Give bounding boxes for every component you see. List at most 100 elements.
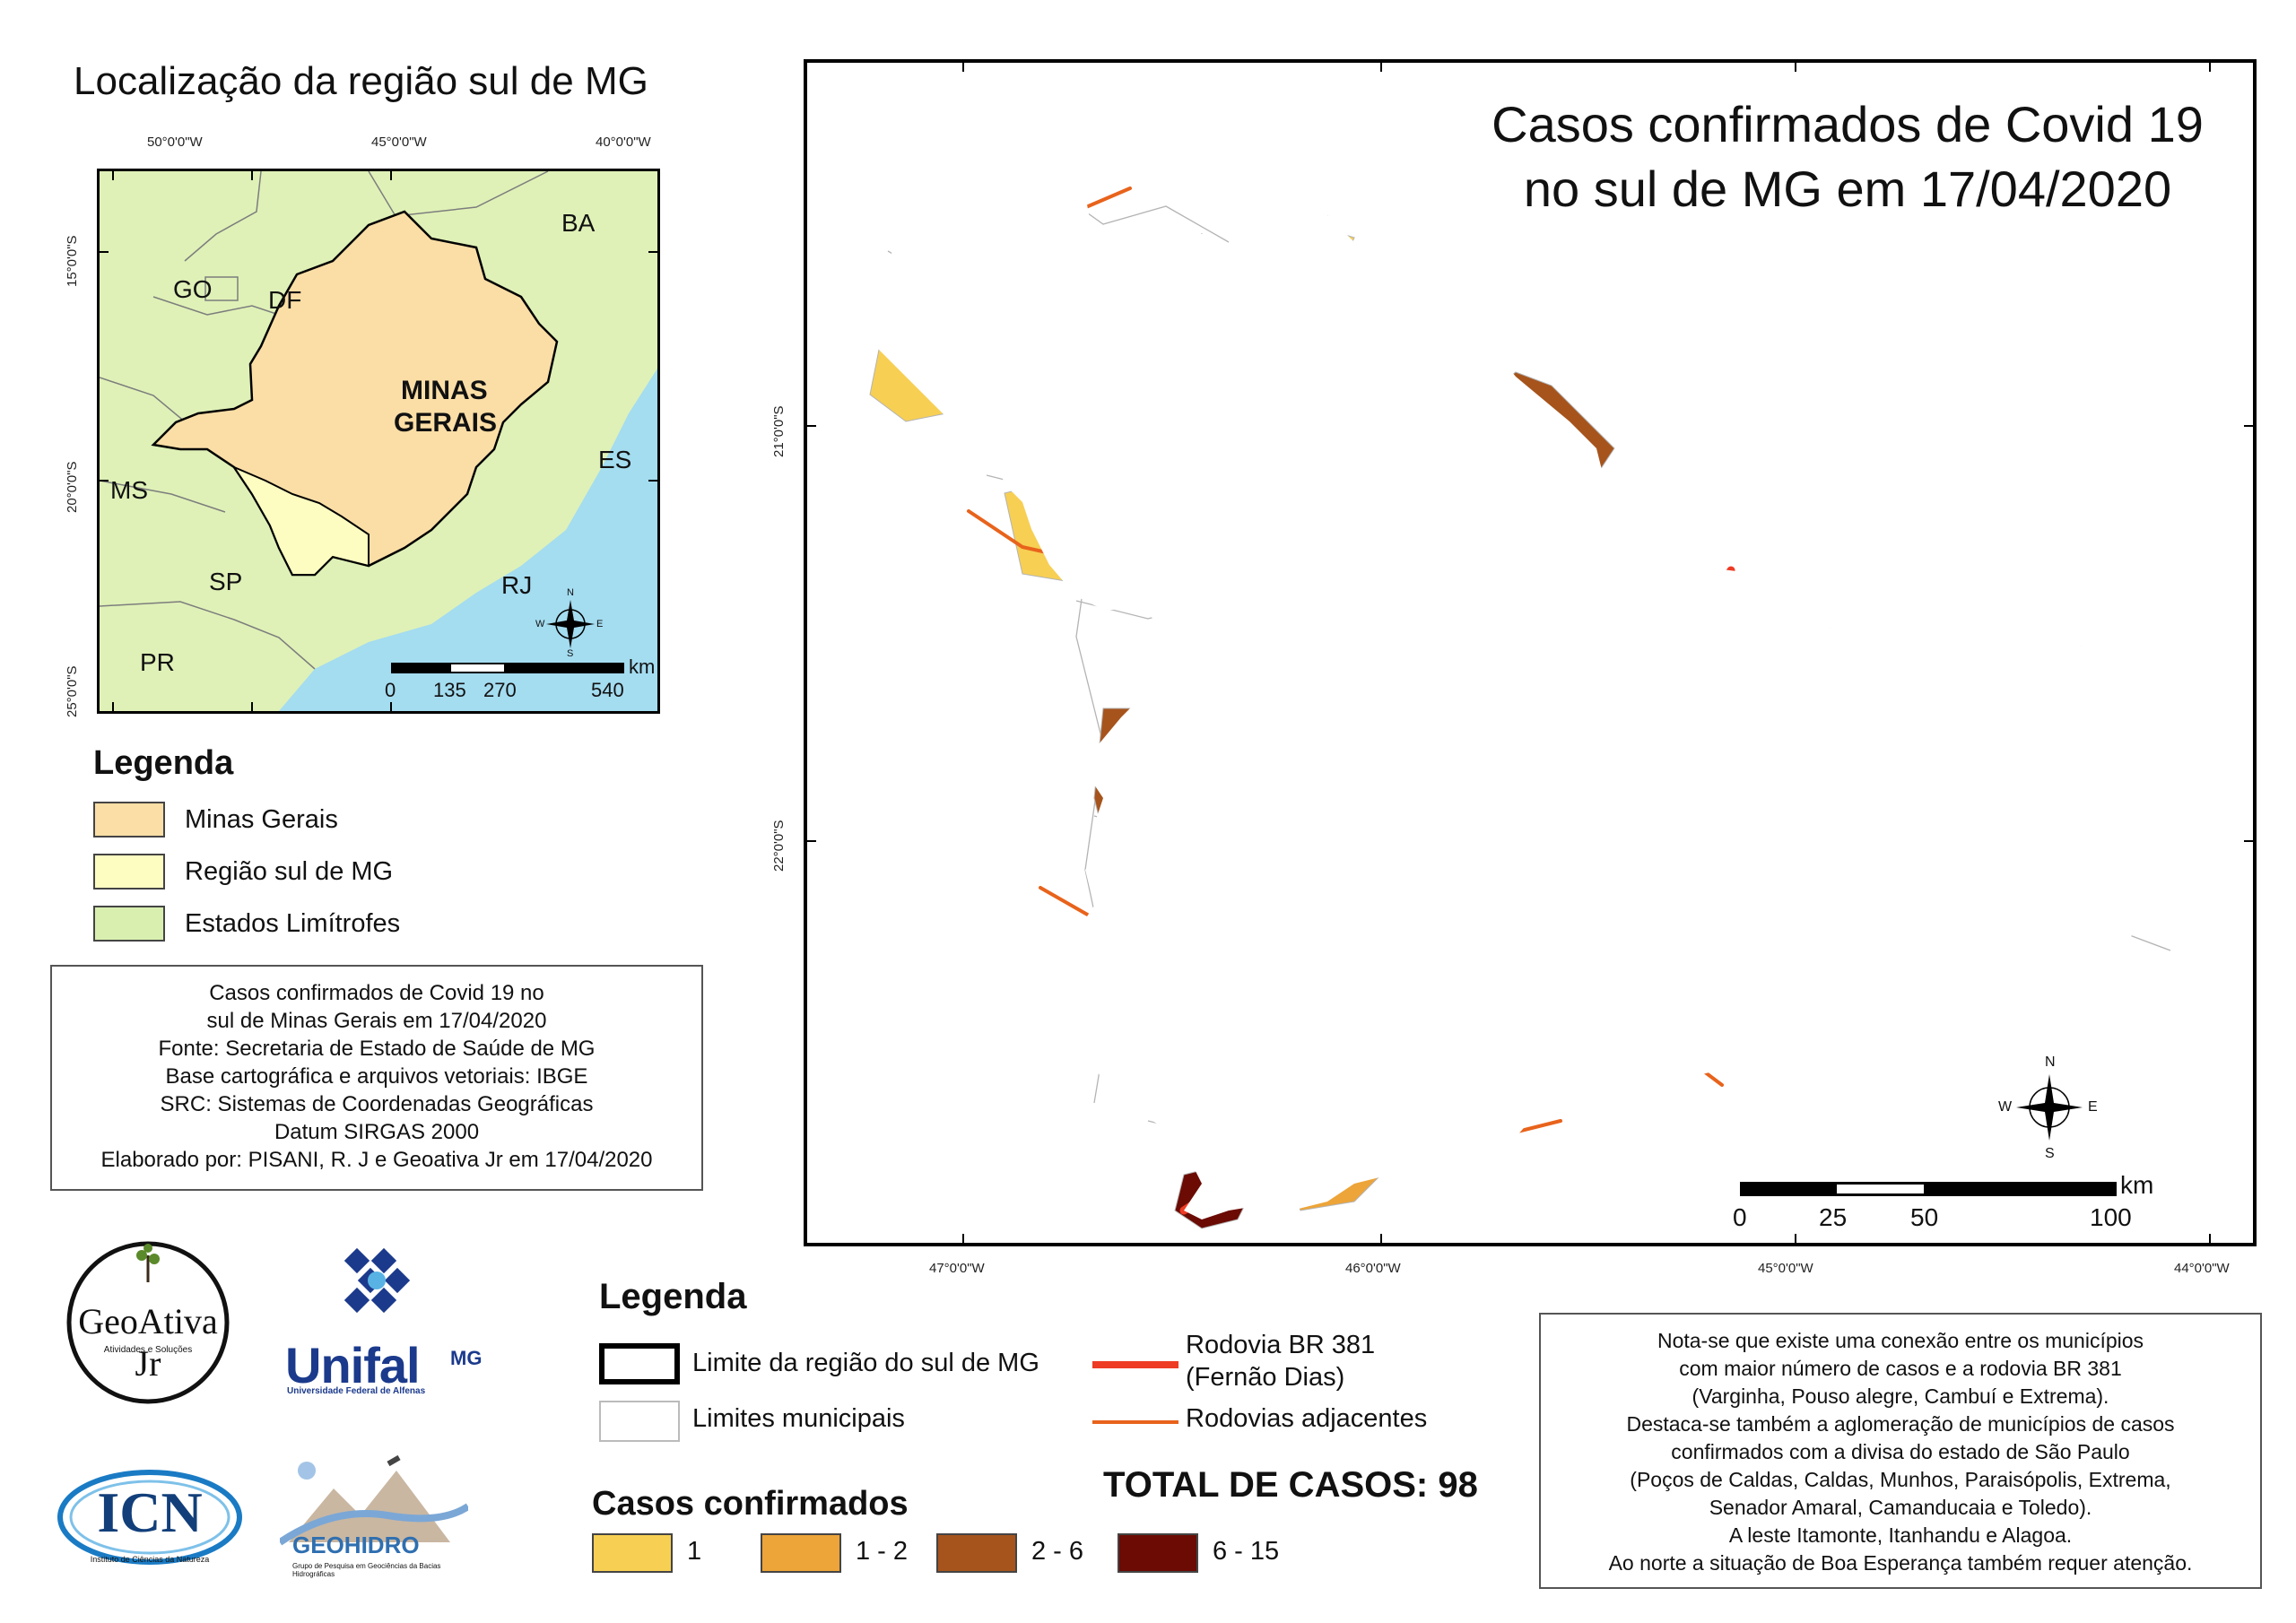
state-label-rj: RJ [501, 571, 533, 599]
inset-title: Localização da região sul de MG [74, 59, 648, 103]
inset-scale-unit: km [629, 655, 656, 678]
unifal-logo: Unifal MG Universidade Federal de Alfena… [285, 1246, 483, 1399]
legend-label-neighbor-states: Estados Limítrofes [185, 909, 401, 938]
legend-swatch-south-mg [93, 854, 165, 890]
icn-sub: Instituto de Ciências da Natureza [90, 1555, 210, 1564]
main-compass-n: N [2045, 1055, 2056, 1070]
inset-scale-label: 540 [591, 679, 624, 701]
geohidro-logo: GEOHIDRO Grupo de Pesquisa em Geociência… [277, 1453, 471, 1587]
geohidro-sub: Grupo de Pesquisa em Geociências da Baci… [292, 1562, 441, 1578]
unifal-name: Unifal [285, 1337, 421, 1393]
main-map-title: no sul de MG em 17/04/2020 [1523, 161, 2172, 217]
note-line: confirmados com a divisa do estado de Sã… [1671, 1440, 2130, 1463]
main-tick-bottom: 45°0'0"W [1758, 1261, 1813, 1276]
state-label-go: GO [173, 275, 213, 303]
main-compass-s: S [2045, 1146, 2055, 1161]
main-compass-w: W [1998, 1099, 2013, 1115]
note-line: Nota-se que existe uma conexão entre os … [1657, 1329, 2144, 1352]
geoativa-name: GeoAtiva Jr [78, 1301, 218, 1384]
inset-compass-s: S [567, 648, 574, 659]
note-line: A leste Itamonte, Itanhandu e Alagoa. [1728, 1523, 2073, 1547]
main-tick-bottom: 44°0'0"W [2174, 1261, 2230, 1276]
inset-scale-label: 135 [433, 679, 466, 701]
note-line: (Poços de Caldas, Caldas, Munhos, Parais… [1630, 1468, 2171, 1491]
state-label-ms: MS [110, 476, 148, 504]
legend-label-class-2: 1 - 2 [856, 1537, 909, 1566]
legend-line-br381 [1092, 1361, 1178, 1368]
unifal-mg: MG [450, 1347, 483, 1369]
inset-tick-top: 50°0'0"W [147, 135, 203, 150]
main-scale-bar [1740, 1182, 2117, 1196]
main-tick-left: 22°0'0"S [771, 820, 787, 872]
legend-label-br381: (Fernão Dias) [1186, 1363, 1345, 1392]
main-scale-unit: km [2120, 1171, 2154, 1199]
note-line: Senador Amaral, Camanducaia e Toledo). [1709, 1496, 2092, 1519]
total-cases: TOTAL DE CASOS: 98 [1103, 1465, 1478, 1505]
unifal-sub: Universidade Federal de Alfenas [287, 1386, 426, 1396]
inset-map [100, 171, 657, 711]
inset-tick-left: 15°0'0"S [65, 235, 80, 287]
note-box: Nota-se que existe uma conexão entre os … [1539, 1313, 2262, 1589]
inset-scale-label: 270 [483, 679, 517, 701]
icn-logo: ICN Instituto de Ciências da Natureza [56, 1465, 244, 1573]
icn-name: ICN [97, 1480, 203, 1544]
legend-label-region-limit: Limite da região do sul de MG [692, 1349, 1039, 1377]
cases-legend-title: Casos confirmados [592, 1485, 909, 1523]
inset-compass-w: W [535, 619, 545, 629]
inset-compass-n: N [567, 587, 574, 598]
main-compass-rose: N E W S [1998, 1055, 2098, 1166]
main-scale-label: 25 [1819, 1203, 1848, 1231]
geoativa-sub: Atividades e Soluções [103, 1345, 193, 1355]
legend-swatch-neighbor-states [93, 906, 165, 942]
legend-label-municipal-limits: Limites municipais [692, 1404, 905, 1433]
note-line: com maior número de casos e a rodovia BR… [1679, 1357, 2122, 1380]
info-line: sul de Minas Gerais em 17/04/2020 [206, 1009, 547, 1033]
info-line: Elaborado por: PISANI, R. J e Geoativa J… [100, 1148, 653, 1172]
inset-scale-label: 0 [385, 679, 396, 701]
legend-label-minas-gerais: Minas Gerais [185, 805, 338, 834]
note-line: (Varginha, Pouso alegre, Cambuí e Extrem… [1692, 1384, 2109, 1408]
legend-line-adjacent-roads [1092, 1420, 1178, 1424]
info-line: Fonte: Secretaria de Estado de Saúde de … [158, 1037, 596, 1061]
inset-compass-e: E [596, 619, 604, 629]
minas-gerais-area [151, 210, 559, 577]
main-scale-label: 50 [1910, 1203, 1939, 1231]
legend-label-class-1: 1 [687, 1537, 702, 1566]
legend-label-br381: Rodovia BR 381 [1186, 1331, 1376, 1359]
inset-tick-left: 20°0'0"S [65, 461, 80, 513]
main-map-frame: Casos confirmados de Covid 19 no sul de … [804, 59, 2257, 1246]
inset-legend-title: Legenda [93, 744, 234, 782]
legend-swatch-region-limit [599, 1343, 680, 1384]
state-label-mg: MINAS [401, 376, 488, 405]
main-scale-label: 100 [2090, 1203, 2132, 1231]
south-mg-region-area [231, 464, 370, 576]
legend-label-adjacent-roads: Rodovias adjacentes [1186, 1404, 1428, 1433]
legend-label-class-4: 6 - 15 [1213, 1537, 1280, 1566]
info-line: Datum SIRGAS 2000 [274, 1120, 480, 1144]
state-label-es: ES [598, 446, 632, 473]
inset-tick-left: 25°0'0"S [65, 665, 80, 717]
main-legend-title: Legenda [599, 1277, 747, 1316]
geoativa-logo: GeoAtiva Jr Atividades e Soluções [54, 1228, 242, 1417]
inset-tick-top: 40°0'0"W [596, 135, 651, 150]
inset-scale-bar [391, 663, 624, 673]
state-label-df: DF [268, 286, 302, 314]
geohidro-name: GEOHIDRO [292, 1532, 420, 1558]
inset-compass-rose: N E W S [535, 587, 604, 659]
legend-swatch-class-2 [761, 1533, 841, 1573]
main-tick-bottom: 47°0'0"W [929, 1261, 985, 1276]
state-label-sp: SP [209, 568, 243, 595]
legend-swatch-minas-gerais [93, 802, 165, 838]
main-compass-e: E [2088, 1099, 2098, 1115]
main-map [807, 63, 2253, 1243]
legend-swatch-class-4 [1118, 1533, 1198, 1573]
inset-tick-top: 45°0'0"W [371, 135, 427, 150]
state-label-mg: GERAIS [394, 408, 498, 438]
df-outline [204, 276, 239, 301]
legend-swatch-municipal-limits [599, 1401, 680, 1442]
main-tick-left: 21°0'0"S [771, 405, 787, 457]
note-line: Ao norte a situação de Boa Esperança tam… [1608, 1551, 2193, 1575]
state-label-pr: PR [140, 648, 175, 676]
ocean-area [279, 279, 657, 711]
inset-map-frame: BA GO DF MINAS GERAIS ES MS SP RJ PR N E… [97, 169, 660, 714]
